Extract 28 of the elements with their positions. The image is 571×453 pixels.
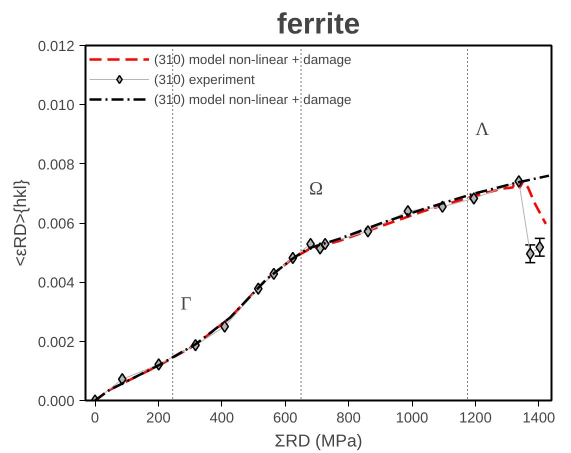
y-tick-label: 0.012 [38, 39, 75, 55]
point [526, 248, 535, 260]
point [220, 320, 230, 333]
y-tick-label: 0.008 [38, 157, 75, 174]
x-tick-label: 800 [336, 410, 361, 426]
point [535, 241, 544, 254]
annotation: Ω [309, 178, 323, 200]
legend-label: (310) model non-linear + damage [154, 52, 352, 66]
y-tick-label: 0.006 [38, 216, 75, 232]
x-tick-label: 1200 [459, 410, 492, 426]
point [469, 192, 478, 205]
x-axis-title: ΣRD (MPa) [274, 430, 362, 450]
y-tick-label: 0.002 [38, 334, 75, 351]
y-tick-label: 0.004 [38, 276, 75, 292]
x-tick-label: 0 [90, 410, 100, 426]
x-tick-label: 1400 [522, 410, 556, 426]
annotation: Γ [180, 294, 192, 315]
legend-label: (310) experiment [154, 72, 255, 86]
y-tick-label: 0.010 [38, 98, 75, 114]
x-tick-label: 600 [272, 410, 298, 426]
x-tick-label: 1000 [396, 410, 428, 426]
x-tick-label: 200 [146, 410, 171, 426]
x-tick-label: 400 [210, 410, 234, 426]
legend-label: (310) model non-linear + damage [154, 92, 352, 106]
y-axis-title: <εRD>{hkl} [10, 179, 30, 266]
y-tick-label: 0.000 [38, 394, 75, 410]
annotation: Λ [475, 119, 490, 140]
chart-title: ferrite [276, 8, 360, 40]
